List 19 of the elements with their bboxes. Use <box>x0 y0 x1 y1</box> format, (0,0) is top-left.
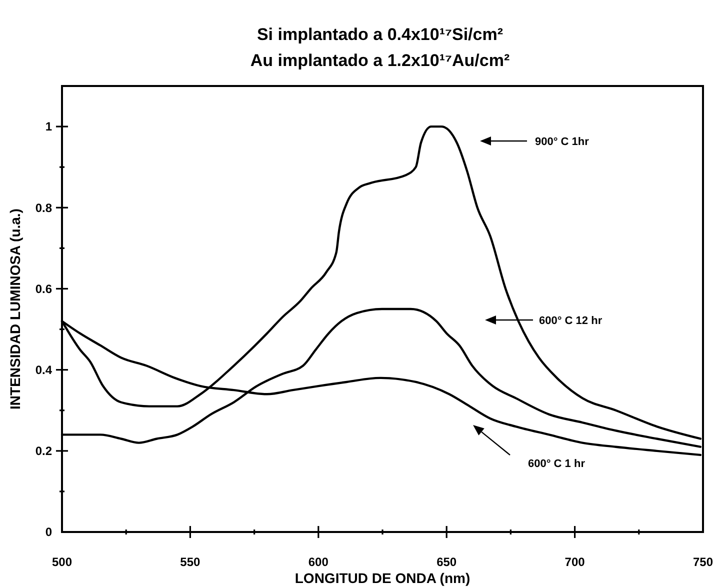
annotation: 600° C 12 hr <box>539 315 603 327</box>
x-tick-label: 650 <box>436 555 457 569</box>
x-tick-label: 550 <box>180 555 201 569</box>
y-tick-label: 0.6 <box>35 282 52 296</box>
chart-subtitle: Au implantado a 1.2x10¹⁷Au/cm² <box>250 51 510 70</box>
annotation: 900° C 1hr <box>535 136 590 148</box>
y-tick-label: 0.4 <box>35 363 52 378</box>
x-tick-label: 750 <box>692 555 714 569</box>
x-tick-label: 600 <box>308 555 329 569</box>
y-axis-title: INTENSIDAD LUMINOSA (u.a.) <box>7 208 23 410</box>
chart-title: Si implantado a 0.4x10¹⁷Si/cm² <box>256 25 504 44</box>
y-tick-label: 0.2 <box>35 444 52 458</box>
y-tick-label: 0.8 <box>35 200 52 215</box>
y-tick-label: 1 <box>45 120 52 134</box>
x-tick-label: 500 <box>52 555 72 569</box>
x-axis-title: LONGITUD DE ONDA (nm) <box>294 570 470 586</box>
x-tick-label: 700 <box>564 555 586 569</box>
y-tick-label: 0 <box>45 525 52 540</box>
annotation: 600° C 1 hr <box>528 458 586 470</box>
